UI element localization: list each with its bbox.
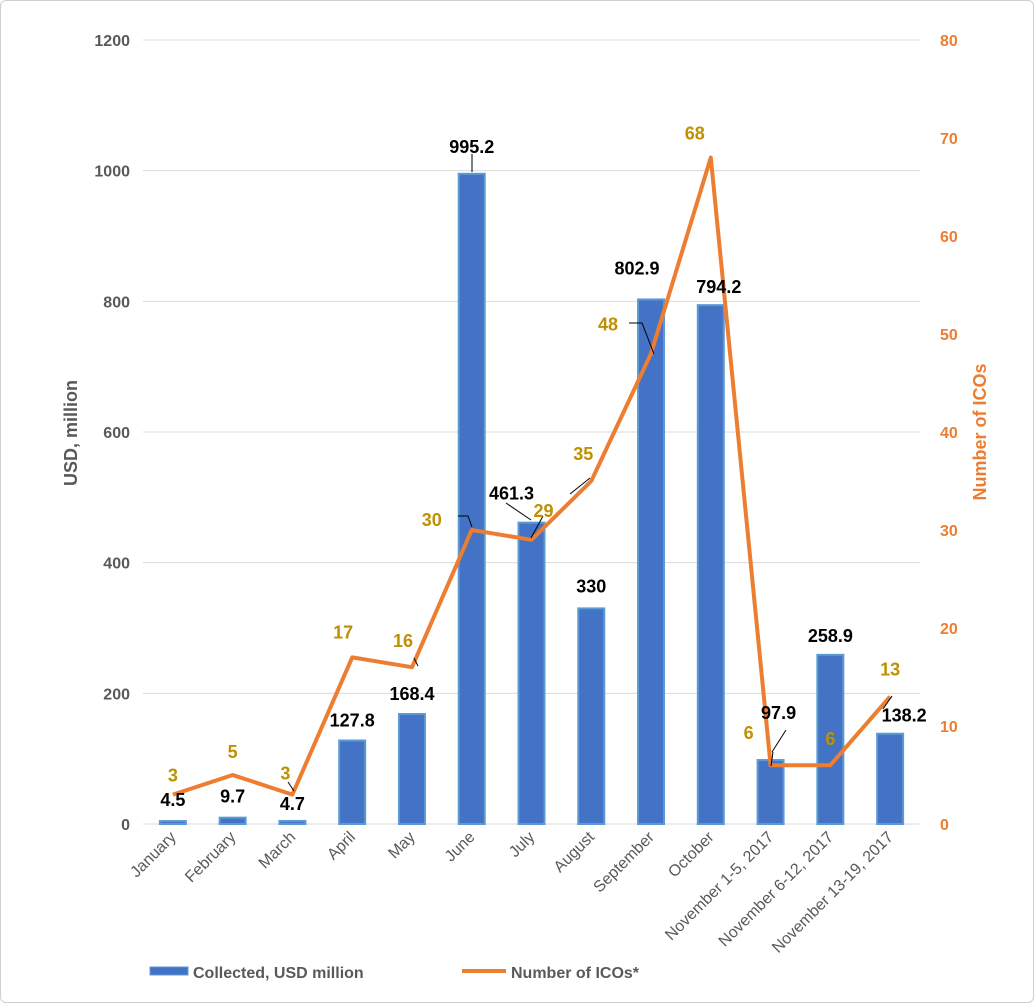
x-tick-label: September [591,828,659,896]
bar [696,304,725,825]
y2-tick-label: 80 [940,33,958,50]
line-label: 68 [685,124,705,144]
legend: Collected, USD million Number of ICOs* [149,965,640,982]
y2-tick-label: 30 [940,523,958,540]
leader-line [287,781,295,792]
line-label: 48 [598,315,618,335]
line-label: 17 [333,622,353,642]
line-label: 3 [280,764,290,784]
line-label: 13 [880,660,900,680]
legend-bar-swatch [149,966,189,976]
x-tick-label: October [665,828,718,881]
line-label: 35 [573,444,593,464]
leader-line [530,515,544,539]
bar-label: 9.7 [220,787,245,807]
bar [218,816,247,825]
x-tick-label: July [506,829,538,861]
y2-axis-title: Number of ICOs [970,363,990,500]
bar-label: 802.9 [615,258,660,278]
leader-line [882,695,893,710]
bar-label: 995.2 [449,137,494,157]
leader-line [458,515,473,528]
bar [278,819,307,825]
y-axis-right: 0 10 20 30 40 50 60 70 80 [940,33,958,834]
bar [816,653,845,825]
bar [517,521,546,825]
legend-line-label: Number of ICOs* [511,965,640,982]
y-tick-label: 1200 [94,33,130,50]
line-label: 30 [422,510,442,530]
x-tick-label: November 1-5, 2017 [662,829,777,944]
bar-data-labels: 4.5 9.7 4.7127.8168.4995.2461.3330802.9794… [160,137,926,814]
line-label: 16 [393,631,413,651]
bar-label: 258.9 [808,626,853,646]
bar [637,298,666,825]
x-tick-label: May [385,829,418,862]
x-axis-categories: January February March April May June July Augu… [127,828,897,956]
x-tick-label: November 6-12, 2017 [716,829,838,951]
leader-line [569,477,591,495]
y-tick-label: 600 [103,425,130,442]
leader-lines [287,154,893,792]
bar [457,172,486,825]
line-path [172,155,892,797]
x-tick-label: November 13-19, 2017 [769,829,897,957]
y-axis-title: USD, million [61,380,81,486]
y2-tick-label: 70 [940,131,958,148]
bar-label: 138.2 [882,706,927,726]
y2-tick-label: 40 [940,425,958,442]
bar [338,739,367,826]
y-tick-label: 0 [121,817,130,834]
line-label: 6 [744,723,754,743]
y-tick-label: 200 [103,686,130,703]
x-tick-label: June [442,829,479,866]
line-label: 5 [228,742,238,762]
bar [397,712,426,825]
x-tick-label: April [324,829,359,864]
y-axis-left: 0 200 400 600 800 1000 1200 [94,33,130,834]
bar-label: 794.2 [696,277,741,297]
y2-tick-label: 60 [940,229,958,246]
bar [158,820,187,825]
y2-tick-label: 50 [940,327,958,344]
bar-label: 4.7 [280,794,305,814]
bar [756,759,785,826]
y-tick-label: 1000 [94,164,130,181]
bar-label: 461.3 [489,484,534,504]
bar-series [158,172,905,826]
gridlines [143,39,920,825]
y2-tick-label: 0 [940,817,949,834]
leader-line [771,729,787,753]
legend-bar-label: Collected, USD million [193,965,364,982]
line-label: 3 [168,766,178,786]
leader-line [770,751,774,767]
bar-label: 97.9 [761,703,796,723]
x-tick-label: February [182,829,239,886]
bar [876,732,905,826]
line-label: 6 [825,729,835,749]
x-tick-label: January [127,829,179,881]
bar-label: 168.4 [389,684,434,704]
y2-tick-label: 10 [940,719,958,736]
bar-label: 4.5 [160,790,185,810]
line-series [172,155,892,797]
y2-tick-label: 20 [940,621,958,638]
bar-label: 127.8 [330,711,375,731]
leader-line [413,657,419,667]
leader-line [629,322,655,355]
x-tick-label: March [256,829,299,872]
x-tick-label: August [551,828,599,876]
y-tick-label: 400 [103,556,130,573]
bar [577,607,606,826]
leader-line [505,502,532,521]
bar-label: 330 [576,576,606,596]
line-label: 29 [533,501,553,521]
y-tick-label: 800 [103,294,130,311]
